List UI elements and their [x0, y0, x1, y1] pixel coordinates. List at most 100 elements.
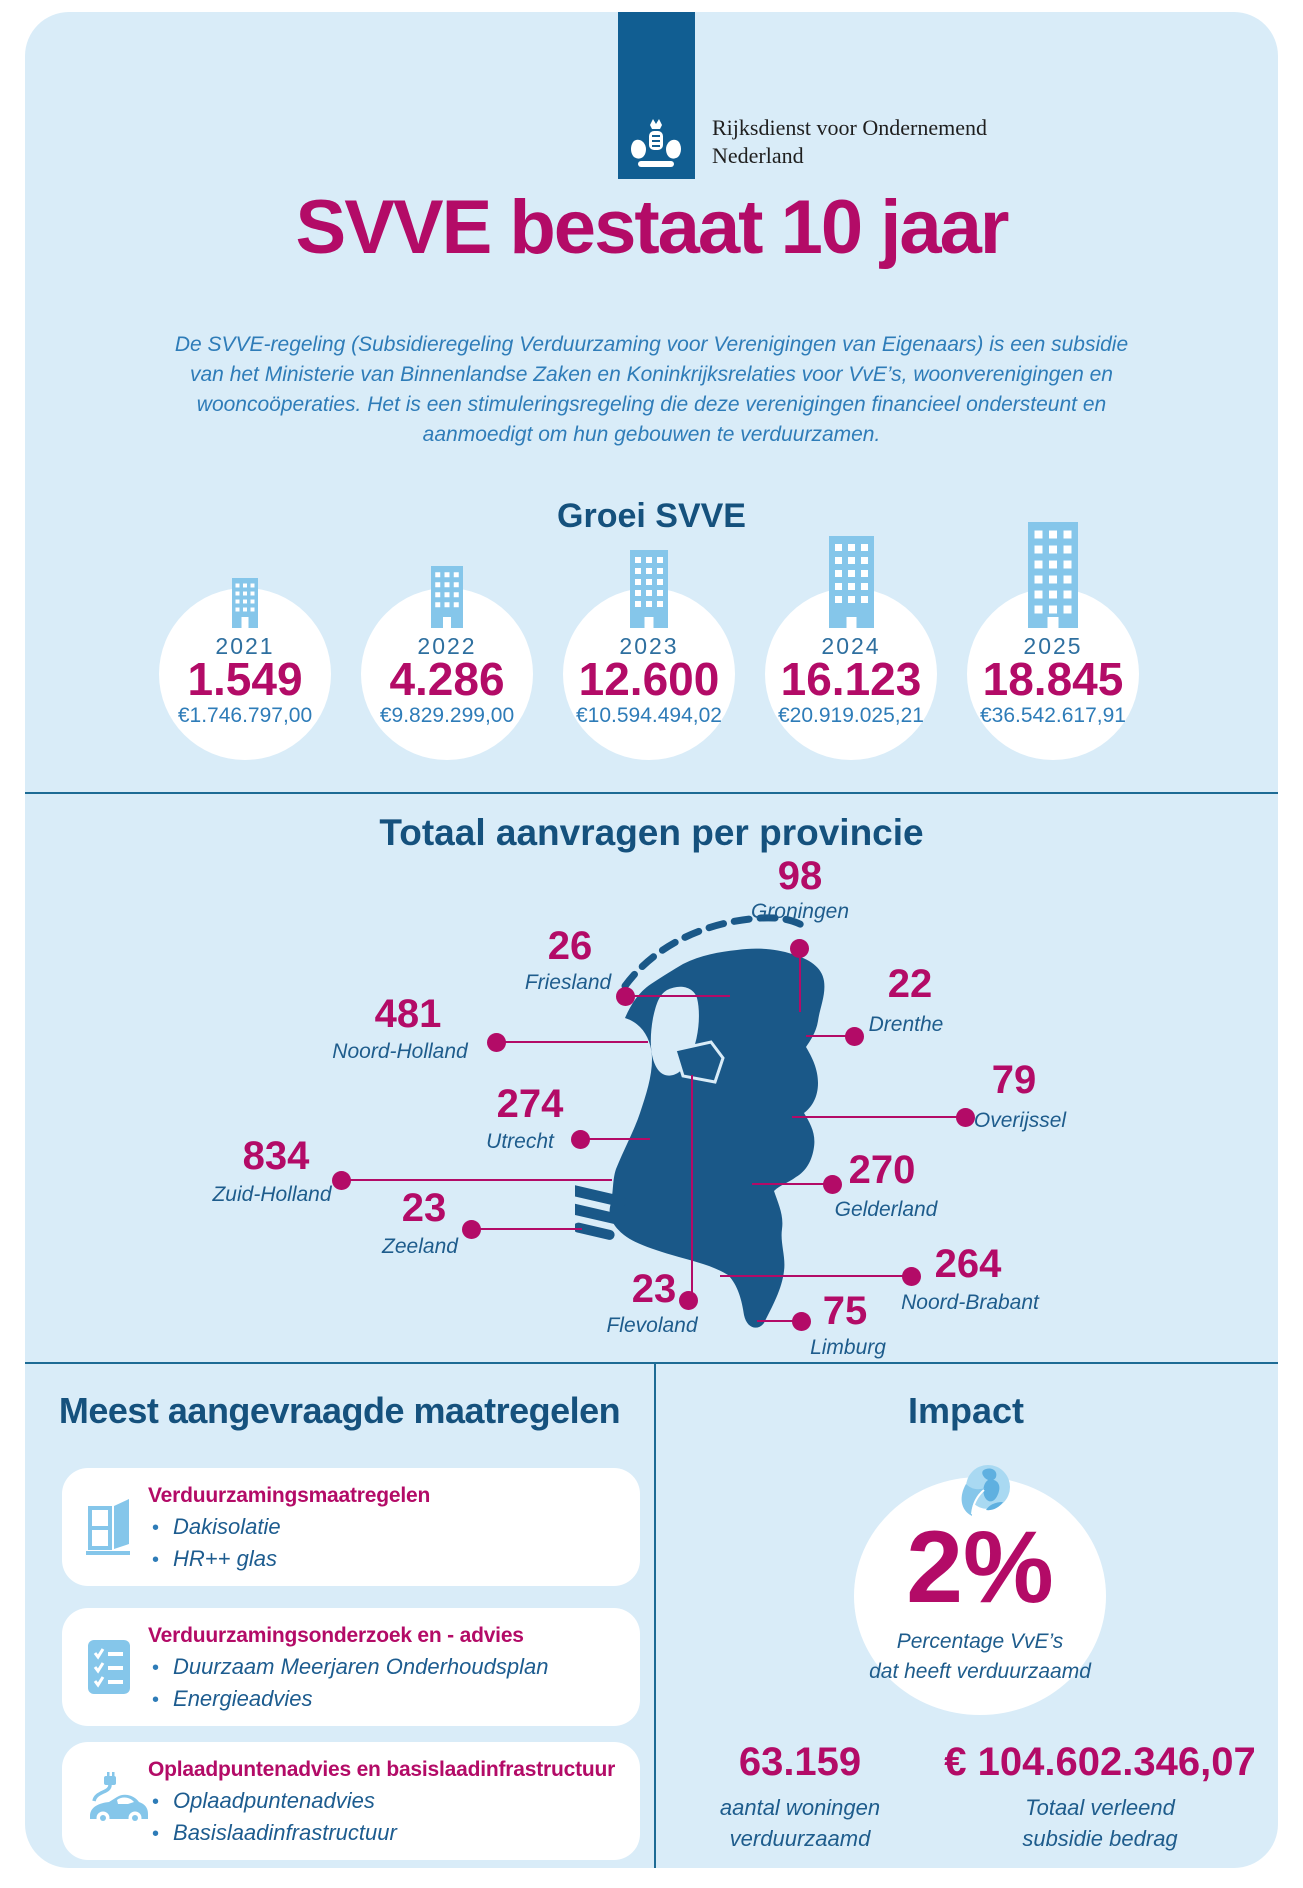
building-icon: [431, 566, 463, 628]
checklist-document-icon: [88, 1640, 130, 1694]
province-value: 75: [822, 1289, 868, 1333]
growth-count-value: 4.286: [389, 653, 505, 705]
province-name: Utrecht: [486, 1130, 554, 1153]
impact-stat-caption: aantal woningen: [719, 1795, 881, 1820]
province-dot: [956, 1108, 975, 1127]
province-dot: [845, 1027, 864, 1046]
measure-bullet-item: • Energieadvies: [152, 1686, 313, 1711]
province-value: 23: [631, 1267, 677, 1311]
province-value: 23: [401, 1186, 447, 1230]
province-value: 98: [777, 854, 823, 898]
province-name: Noord-Holland: [332, 1040, 468, 1063]
province-connector-line: [806, 1035, 855, 1037]
province-connector-line: [472, 1228, 582, 1230]
province-dot: [902, 1267, 921, 1286]
province-name: Friesland: [524, 971, 612, 994]
logo-text-line1: Rijksdienst voor Ondernemend: [712, 115, 987, 140]
building-icon: [630, 550, 668, 628]
measure-card: Oplaadpuntenadvies en basislaadinfrastru…: [62, 1742, 640, 1860]
ev-car-charging-icon: [90, 1772, 148, 1825]
description-line: van het Ministerie van Binnenlandse Zake…: [190, 363, 1113, 386]
coat-of-arms-icon: [631, 119, 681, 167]
growth-year-label: 2025: [1023, 633, 1083, 659]
province-value: 270: [848, 1148, 916, 1192]
province-dot: [332, 1171, 351, 1190]
province-connector-line: [752, 1183, 833, 1185]
bullet-text: HR++ glas: [173, 1546, 277, 1571]
logo-text-line2: Nederland: [712, 143, 804, 168]
measure-card-title: Verduurzamingsonderzoek en - advies: [148, 1624, 524, 1647]
bullet-text: Oplaadpuntenadvies: [173, 1788, 375, 1813]
measure-bullet-item: • Dakisolatie: [152, 1516, 281, 1539]
rijksoverheid-logo-banner: [618, 12, 695, 179]
measure-bullet-item: • Oplaadpuntenadvies: [152, 1788, 375, 1813]
measure-card: Verduurzamingsmaatregelen • Dakisolatie • HR…: [62, 1468, 640, 1586]
description-line: wooncoöperaties. Het is een stimulerings…: [196, 393, 1107, 416]
building-icon: [232, 578, 258, 628]
province-connector-line: [691, 1075, 693, 1299]
province-name: Overijssel: [973, 1109, 1067, 1132]
province-dot: [571, 1130, 590, 1149]
province-name: Zeeland: [382, 1235, 458, 1258]
logo-text: Rijksdienst voor Ondernemend Nederland: [712, 114, 987, 170]
province-connector-line: [626, 995, 730, 997]
impact-stat-caption: Totaal verleend: [1025, 1795, 1175, 1820]
province-dot: [487, 1033, 506, 1052]
impact-stat-value: 63.159: [738, 1740, 862, 1784]
province-value: 274: [496, 1082, 564, 1126]
growth-year-label: 2024: [821, 633, 881, 659]
growth-amount-value: €10.594.494,02: [576, 704, 722, 727]
province-name: Groningen: [750, 900, 850, 923]
impact-heading: Impact: [907, 1390, 1025, 1431]
bullet-dot-icon: •: [152, 1791, 160, 1813]
description-line: De SVVE-regeling (Subsidieregeling Verdu…: [174, 333, 1129, 356]
impact-caption-line1: Percentage VvE’s: [896, 1630, 1064, 1653]
province-dot: [823, 1175, 842, 1194]
province-value: 22: [887, 962, 933, 1006]
bullet-dot-icon: •: [152, 1823, 160, 1845]
growth-count-value: 1.549: [187, 653, 303, 705]
growth-year-label: 2021: [215, 633, 275, 659]
growth-heading: Groei SVVE: [557, 497, 746, 535]
measure-card: Verduurzamingsonderzoek en - advies • Duur…: [62, 1608, 640, 1726]
province-dot: [792, 1312, 811, 1331]
growth-amount-value: €9.829.299,00: [379, 704, 515, 727]
earth-leaf-icon: [961, 1465, 1010, 1516]
impact-stat-caption: verduurzaamd: [729, 1826, 871, 1851]
zeeland-islands: [575, 1185, 627, 1240]
impact-stat-caption: subsidie bedrag: [1022, 1826, 1178, 1851]
impact-percentage: 2%: [906, 1510, 1054, 1624]
growth-amount-value: €1.746.797,00: [177, 704, 313, 727]
building-icon: [828, 536, 874, 628]
open-window-icon: [86, 1499, 130, 1555]
measure-bullet-item: • HR++ glas: [152, 1546, 277, 1571]
province-connector-line: [799, 949, 801, 1012]
province-connector-line: [757, 1320, 802, 1322]
section-divider-top: [25, 792, 1278, 794]
bullet-text: Duurzaam Meerjaren Onderhoudsplan: [173, 1654, 549, 1679]
bullet-text: Energieadvies: [173, 1686, 313, 1711]
impact-caption-line2: dat heeft verduurzaamd: [869, 1660, 1091, 1683]
growth-count-value: 16.123: [780, 653, 922, 705]
building-icon: [1028, 522, 1078, 628]
province-connector-line: [497, 1041, 648, 1043]
description-line: aanmoedigt om hun gebouwen te verduurzam…: [422, 423, 881, 446]
growth-year-label: 2022: [417, 633, 477, 659]
province-name: Drenthe: [868, 1013, 944, 1036]
column-divider: [654, 1362, 656, 1868]
impact-stat-value: € 104.602.346,07: [944, 1740, 1256, 1784]
measure-bullet-item: • Duurzaam Meerjaren Onderhoudsplan: [152, 1654, 549, 1679]
measure-bullet-item: • Basislaadinfrastructuur: [152, 1822, 397, 1845]
wadden-islands-dashes: [621, 914, 812, 990]
province-connector-line: [581, 1138, 650, 1140]
growth-year-label: 2023: [619, 633, 679, 659]
province-value: 26: [547, 924, 593, 968]
province-name: Zuid-Holland: [212, 1183, 332, 1206]
impact-circle: [854, 1477, 1106, 1715]
province-dot: [616, 987, 635, 1006]
growth-amount-value: €36.542.617,91: [980, 704, 1126, 727]
growth-count-value: 12.600: [578, 653, 720, 705]
netherlands-map: [575, 914, 825, 1328]
province-dot: [462, 1220, 481, 1239]
